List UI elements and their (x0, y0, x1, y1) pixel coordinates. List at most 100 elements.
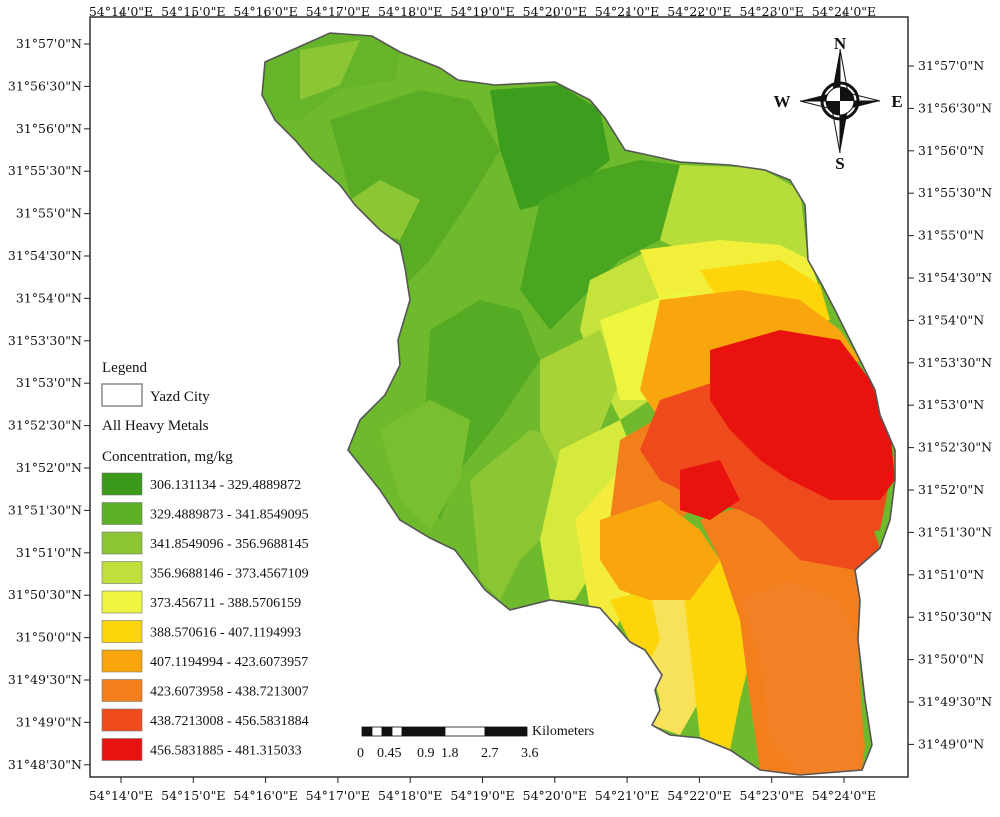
top-lon-label: 54°18'0"E (378, 4, 442, 19)
top-lon-label: 54°20'0"E (523, 4, 587, 19)
left-lat-label: 31°53'0"N (16, 375, 82, 390)
scale-segment (391, 726, 403, 737)
scale-segment (484, 726, 528, 737)
top-lon-label: 54°24'0"E (812, 4, 876, 19)
legend-class-label: 438.7213008 - 456.5831884 (150, 714, 309, 729)
bottom-lon-label: 54°17'0"E (306, 788, 370, 803)
top-lon-label: 54°16'0"E (233, 4, 297, 19)
bottom-lon-label: 54°19'0"E (450, 788, 514, 803)
legend-class-label: 341.8549096 - 356.9688145 (150, 537, 309, 552)
left-lat-label: 31°54'30"N (8, 248, 82, 263)
right-lat-label: 31°51'0"N (918, 567, 984, 582)
right-latitude-ticks: 31°57'0"N 31°56'30"N 31°56'0"N 31°55'30"N 31… (908, 58, 992, 751)
right-lat-label: 31°54'30"N (918, 270, 992, 285)
bottom-lon-label: 54°23'0"E (740, 788, 804, 803)
left-lat-label: 31°54'0"N (16, 290, 82, 305)
top-lon-label: 54°22'0"E (667, 4, 731, 19)
left-lat-label: 31°50'30"N (8, 587, 82, 602)
right-lat-label: 31°52'30"N (918, 440, 992, 455)
top-longitude-ticks: 54°14'0"E 54°15'0"E 54°16'0"E 54°17'0"E 54°1… (89, 4, 876, 19)
left-lat-label: 31°49'30"N (8, 672, 82, 687)
left-lat-label: 31°56'30"N (8, 78, 82, 93)
right-lat-label: 31°56'30"N (918, 100, 992, 115)
scale-tick-label: 1.8 (441, 746, 459, 761)
right-lat-label: 31°57'0"N (918, 58, 984, 73)
legend-classes: 306.131134 - 329.4889872 329.4889873 - 34… (101, 472, 309, 761)
top-lon-label: 54°21'0"E (595, 4, 659, 19)
scale-segment (371, 726, 383, 737)
bottom-lon-label: 54°22'0"E (667, 788, 731, 803)
legend-class-label: 423.6073958 - 438.7213007 (150, 685, 309, 700)
yazd-city-boundary (261, 32, 896, 776)
legend-class-label: 456.5831885 - 481.315033 (150, 744, 302, 759)
left-lat-label: 31°48'30"N (8, 757, 82, 772)
scale-bar: Kilometers 0 0.45 0.9 1.8 2.7 3.6 (357, 724, 594, 761)
legend-swatch (101, 679, 143, 702)
bottom-lon-label: 54°15'0"E (161, 788, 225, 803)
scale-segment (444, 726, 486, 737)
scale-segment (401, 726, 446, 737)
city-boundary-label: Yazd City (150, 389, 210, 405)
top-lon-label: 54°19'0"E (450, 4, 514, 19)
scale-segment (381, 726, 393, 737)
map-frame (89, 16, 909, 778)
legend-class-label: 356.9688146 - 373.4567109 (150, 567, 309, 582)
bottom-lon-label: 54°18'0"E (378, 788, 442, 803)
bottom-longitude-ticks: 54°14'0"E 54°15'0"E 54°16'0"E 54°17'0"E 54°1… (89, 777, 876, 803)
right-lat-label: 31°56'0"N (918, 143, 984, 158)
top-lon-label: 54°23'0"E (740, 4, 804, 19)
right-lat-label: 31°52'0"N (918, 482, 984, 497)
top-lon-label: 54°17'0"E (306, 4, 370, 19)
legend-swatch (101, 620, 143, 643)
legend-class-label: 329.4889873 - 341.8549095 (150, 508, 309, 523)
north-arrow-icon: N S W E (774, 34, 903, 173)
right-lat-label: 31°50'0"N (918, 652, 984, 667)
scale-tick-label: 3.6 (521, 746, 539, 761)
left-lat-label: 31°55'0"N (16, 206, 82, 221)
scale-unit-label: Kilometers (532, 724, 594, 739)
compass-north-label: N (834, 34, 847, 53)
legend-swatch (101, 531, 143, 555)
legend-title: Legend (102, 360, 147, 376)
legend-swatch (101, 561, 143, 584)
left-lat-label: 31°50'0"N (16, 630, 82, 645)
compass-west-label: W (774, 92, 791, 111)
left-lat-label: 31°52'30"N (8, 418, 82, 433)
right-lat-label: 31°51'30"N (918, 524, 992, 539)
legend-swatch (101, 472, 143, 496)
layer-label: All Heavy Metals (102, 418, 209, 434)
right-lat-label: 31°49'30"N (918, 694, 992, 709)
compass-south-label: S (835, 154, 844, 173)
city-boundary-swatch (101, 383, 143, 407)
legend-swatch (101, 590, 143, 614)
right-lat-label: 31°54'0"N (918, 312, 984, 327)
legend-class-label: 373.456711 - 388.5706159 (150, 596, 301, 611)
legend: Legend Yazd City All Heavy Metals Concen… (101, 360, 309, 761)
legend-class-label: 407.1194994 - 423.6073957 (150, 655, 308, 670)
bottom-lon-label: 54°20'0"E (523, 788, 587, 803)
compass-east-label: E (891, 92, 902, 111)
left-lat-label: 31°56'0"N (16, 121, 82, 136)
left-lat-label: 31°49'0"N (16, 714, 82, 729)
scale-tick-label: 0 (357, 746, 364, 761)
legend-swatch (101, 649, 143, 673)
top-lon-label: 54°15'0"E (161, 4, 225, 19)
left-lat-label: 31°53'30"N (8, 333, 82, 348)
top-lon-label: 54°14'0"E (89, 4, 153, 19)
left-lat-label: 31°57'0"N (16, 36, 82, 51)
right-lat-label: 31°49'0"N (918, 736, 984, 751)
left-lat-label: 31°55'30"N (8, 163, 82, 178)
legend-swatch (101, 738, 143, 761)
left-lat-label: 31°51'30"N (8, 502, 82, 517)
left-latitude-ticks: 31°57'0"N 31°56'30"N 31°56'0"N 31°55'30"N 31… (8, 36, 90, 772)
bottom-lon-label: 54°14'0"E (89, 788, 153, 803)
concentration-label: Concentration, mg/kg (102, 449, 233, 465)
concentration-surface (262, 33, 895, 775)
legend-class-label: 388.570616 - 407.1194993 (150, 626, 301, 641)
bottom-lon-label: 54°24'0"E (812, 788, 876, 803)
left-lat-label: 31°52'0"N (16, 460, 82, 475)
scale-tick-label: 0.45 (377, 746, 402, 761)
legend-class-label: 306.131134 - 329.4889872 (150, 478, 301, 493)
bottom-lon-label: 54°21'0"E (595, 788, 659, 803)
